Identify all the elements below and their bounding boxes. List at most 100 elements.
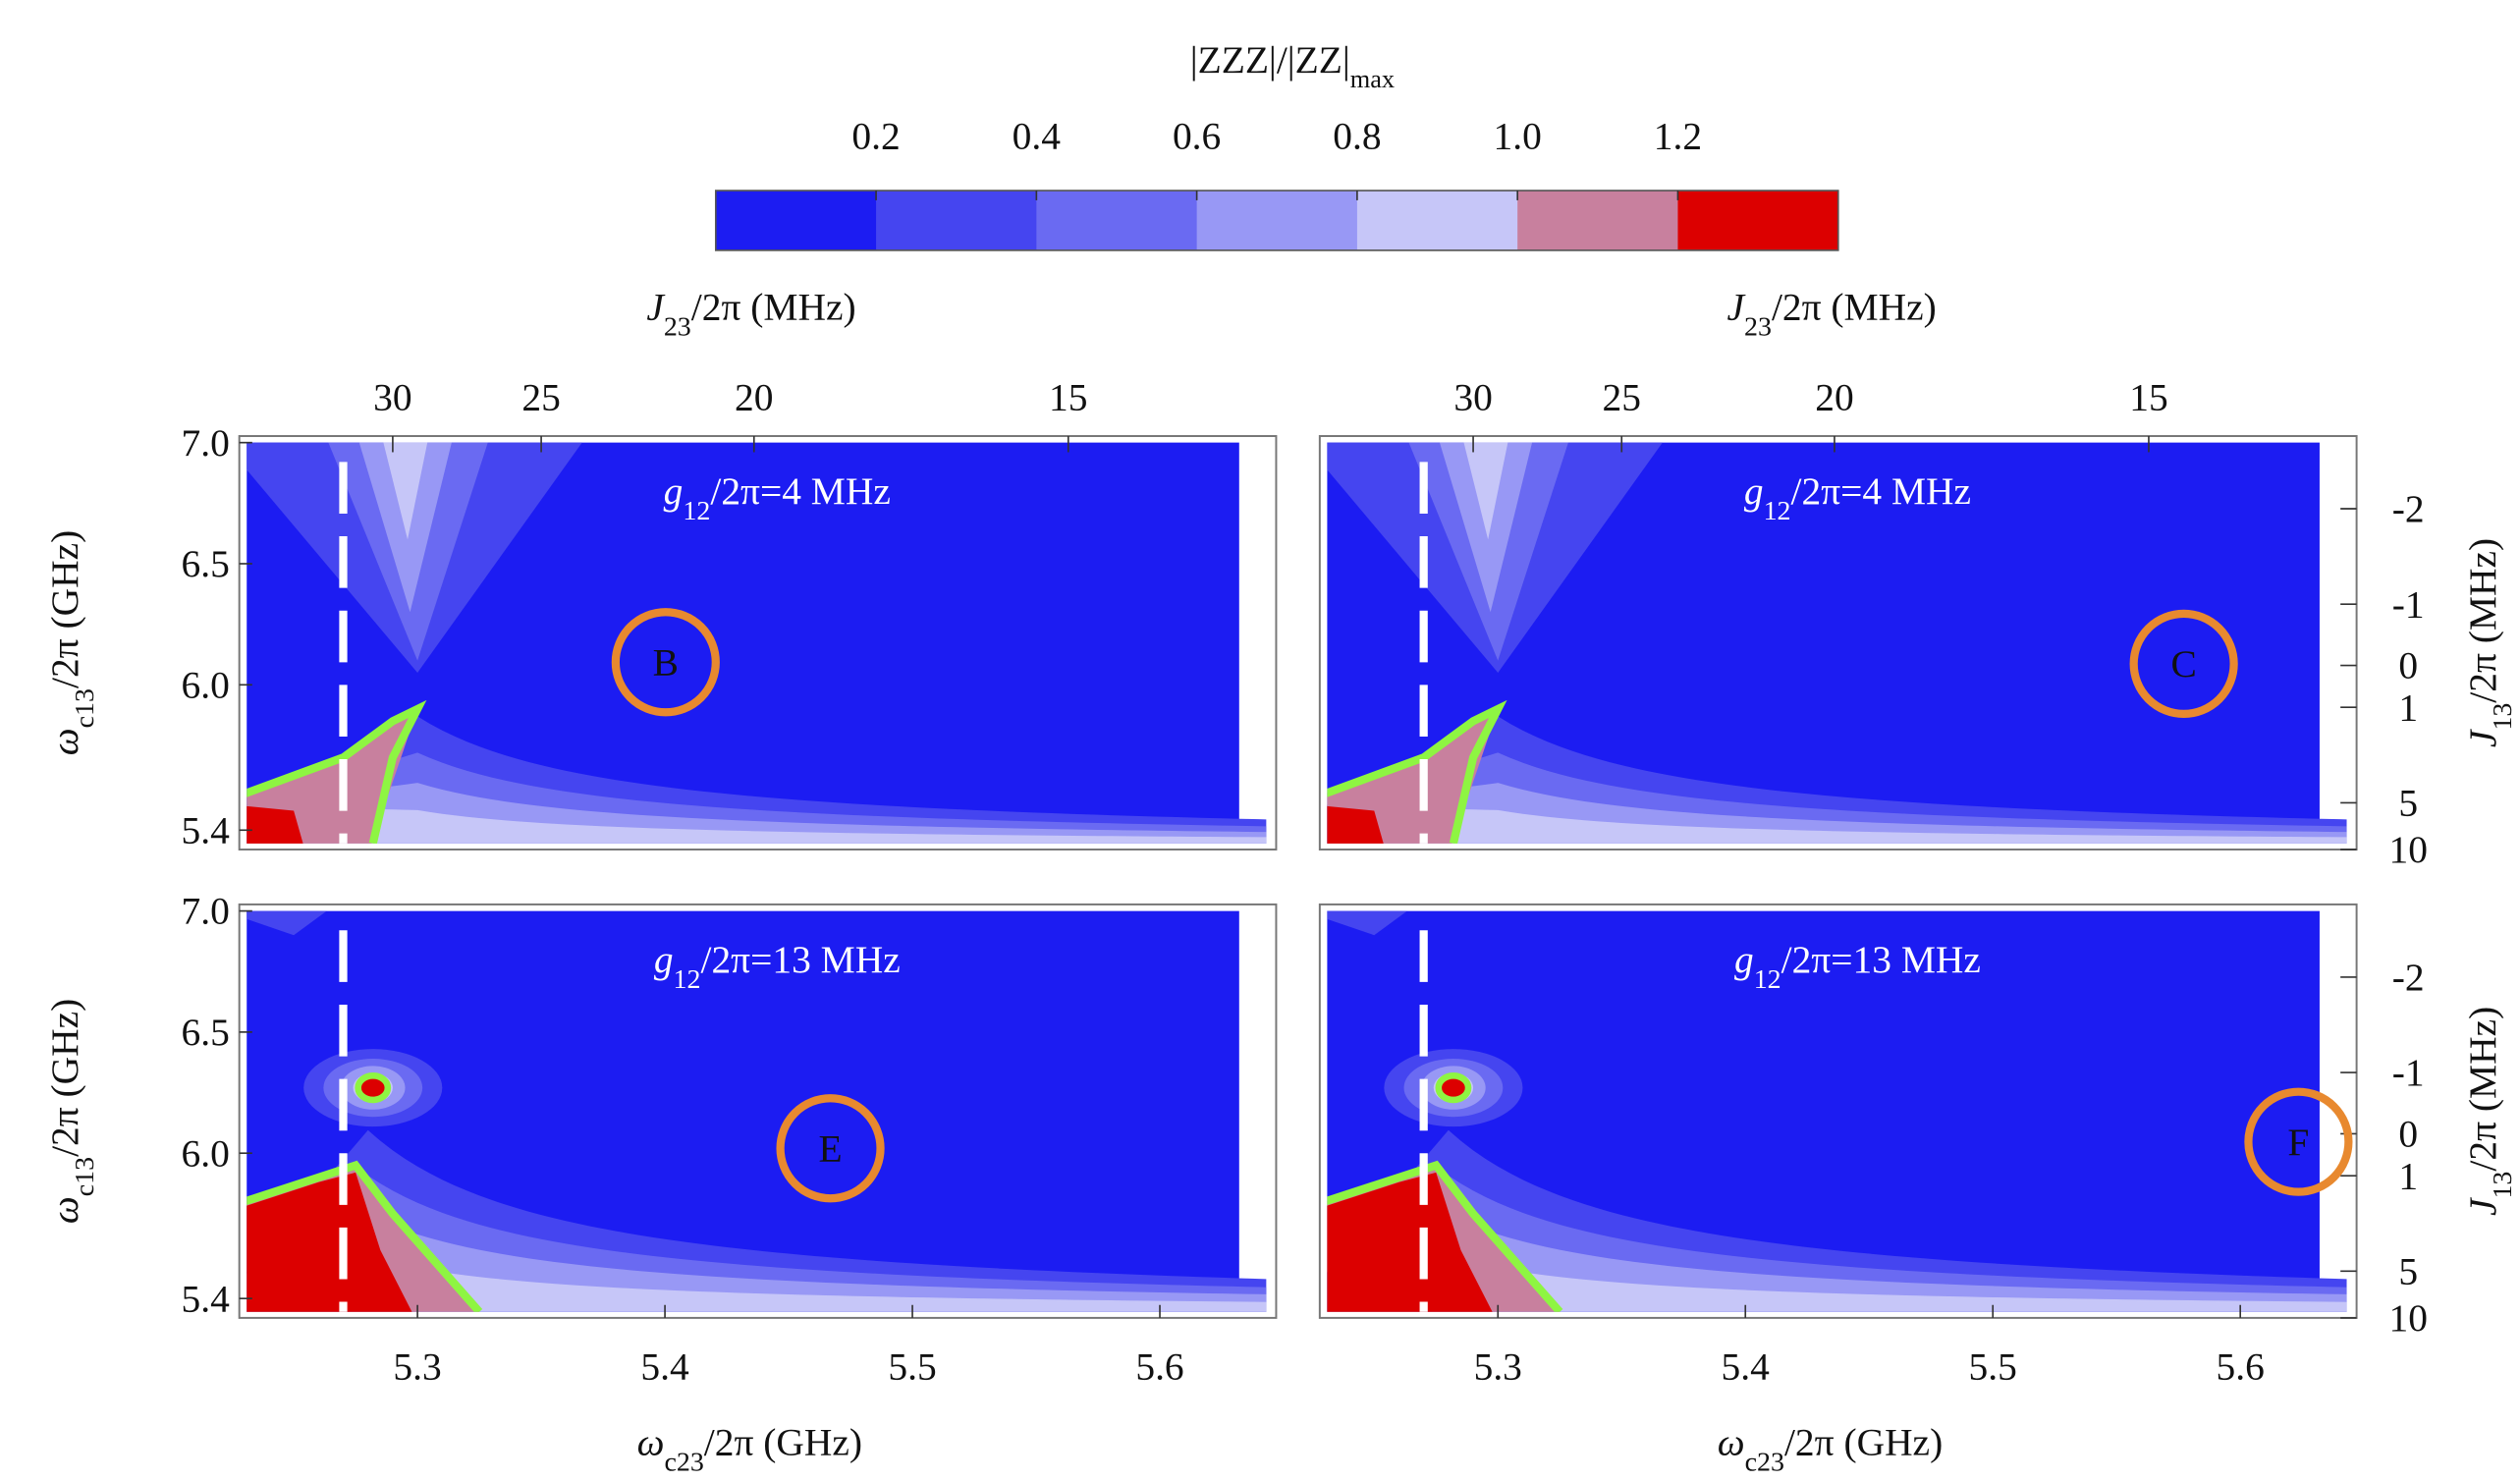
y2-tick-label: 5 [2398, 782, 2418, 825]
y-axis-label-sub: c13 [70, 1157, 100, 1196]
panel-annotation-rest: /2π=13 MHz [700, 938, 900, 981]
x-axis-label-sub: c23 [1745, 1447, 1784, 1477]
x2-tick-label: 30 [1453, 376, 1492, 419]
y2-tick-label: 10 [2389, 828, 2428, 871]
colorbar-bin [1036, 191, 1198, 250]
x-axis-label: ωc23/2π (GHz) [1718, 1421, 1943, 1478]
x-axis-label-main: ω [1718, 1421, 1745, 1464]
x-tick-label: 5.4 [1722, 1344, 1771, 1388]
marker-circle [2129, 609, 2238, 718]
marker-circle [2244, 1087, 2353, 1196]
y-axis-label-main: ω [43, 1196, 86, 1224]
panel-frame [1318, 435, 2358, 850]
panel-annotation-main: g [1734, 938, 1754, 981]
x-tick-label: 5.5 [1969, 1344, 2017, 1388]
x2-axis-label-rest: /2π (MHz) [1772, 286, 1937, 329]
marker-circle [611, 608, 720, 717]
colorbar-title-main: |ZZZ|/|ZZ| [1190, 38, 1350, 82]
colorbar-tick-label: 0.4 [1013, 114, 1062, 157]
y2-tick-label: -2 [2392, 956, 2425, 999]
marker-circle [776, 1094, 885, 1203]
contour-region [247, 708, 418, 844]
y2-tick-label: 0 [2398, 1113, 2418, 1156]
colorbar-bin [1677, 191, 1839, 250]
colorbar-title-sub: max [1350, 65, 1395, 93]
colorbar-bin [1517, 191, 1679, 250]
panel-frame [238, 435, 1278, 850]
contour-region [1327, 1257, 2347, 1312]
y2-tick-label: -1 [2392, 1051, 2425, 1094]
y2-axis-label: J13/2π (MHz) [2461, 538, 2518, 747]
x-axis-label-rest: /2π (GHz) [704, 1421, 862, 1464]
x2-tick-label: 15 [1049, 376, 1087, 419]
x2-tick-label: 25 [521, 376, 560, 419]
y2-tick-label: -2 [2392, 487, 2425, 530]
x2-axis-label-sub: 23 [664, 311, 691, 342]
panel-annotation: g12/2π=4 MHz [664, 469, 891, 525]
y2-axis-label-rest: /2π (MHz) [2461, 538, 2504, 703]
x2-tick-label: 15 [2129, 376, 2167, 419]
x-axis-label-main: ω [637, 1421, 665, 1464]
x2-tick-label: 30 [373, 376, 411, 419]
marker-label: B [653, 640, 679, 684]
contour-area [247, 442, 1267, 844]
y-axis-label-main: ω [43, 728, 86, 755]
colorbar-bin [715, 191, 877, 250]
contour-region [1327, 708, 1499, 844]
colorbar-tick-label: 1.0 [1494, 114, 1542, 157]
y2-axis-label-sub: 13 [2488, 703, 2518, 731]
x2-axis-label-main: J [1727, 286, 1747, 329]
y2-axis-label-main: J [2461, 1196, 2504, 1216]
contour-region [1327, 1172, 1493, 1312]
colorbar-bin [1356, 191, 1519, 250]
y2-tick-label: 1 [2398, 1154, 2418, 1197]
x-axis-label-sub: c23 [664, 1447, 703, 1477]
colorbar-bin [1196, 191, 1358, 250]
panel-annotation: g12/2π=4 MHz [1744, 469, 1971, 525]
panel-annotation-sub: 12 [683, 496, 710, 526]
x-tick-label: 5.3 [1474, 1344, 1522, 1388]
colorbar-tick-label: 1.2 [1654, 114, 1702, 157]
panel-annotation-rest: /2π=13 MHz [1781, 938, 1981, 981]
y-tick-label: 5.4 [181, 1277, 230, 1320]
contour-line [247, 1160, 483, 1312]
y-tick-label: 6.5 [181, 542, 229, 585]
x-tick-label: 5.4 [640, 1344, 689, 1388]
y-axis-label-rest: /2π (GHz) [43, 530, 86, 688]
contour-region [1327, 910, 1407, 936]
panel-annotation-sub: 12 [1754, 963, 1781, 994]
x2-tick-label: 20 [735, 376, 773, 419]
y-tick-label: 6.5 [181, 1011, 229, 1054]
marker-label: C [2170, 642, 2196, 686]
contour-line [355, 1071, 392, 1104]
y2-axis-label-sub: 13 [2488, 1172, 2518, 1199]
panel-annotation-rest: /2π=4 MHz [710, 469, 891, 513]
panel-annotation-main: g [664, 469, 684, 513]
y2-axis-label-main: J [2461, 728, 2504, 747]
x2-axis-label-main: J [646, 286, 666, 329]
x2-axis-label: J23/2π (MHz) [646, 286, 855, 343]
x-tick-label: 5.6 [1135, 1344, 1183, 1388]
y2-tick-label: -1 [2392, 582, 2425, 626]
contour-area [247, 910, 1267, 1312]
marker-label: F [2287, 1121, 2309, 1164]
contour-line [1327, 699, 1507, 844]
y-axis-label-rest: /2π (GHz) [43, 999, 86, 1157]
y-axis-label: ωc13/2π (GHz) [43, 999, 100, 1224]
panel-annotation: g12/2π=13 MHz [654, 938, 901, 994]
panel-annotation-sub: 12 [674, 963, 701, 994]
contour-line [247, 699, 427, 844]
panel-annotation-main: g [1744, 469, 1764, 513]
x2-axis-label-rest: /2π (MHz) [691, 286, 856, 329]
marker-label: E [819, 1126, 843, 1170]
colorbar-frame [714, 190, 1839, 251]
contour-region [1327, 805, 1384, 844]
x2-tick-label: 25 [1603, 376, 1641, 419]
contour-region [247, 910, 327, 936]
y-tick-label: 5.4 [181, 808, 230, 851]
panel-frame [238, 903, 1278, 1319]
y-axis-label-sub: c13 [70, 688, 100, 728]
x2-tick-label: 20 [1815, 376, 1853, 419]
panel-annotation-rest: /2π=4 MHz [1791, 469, 1972, 513]
